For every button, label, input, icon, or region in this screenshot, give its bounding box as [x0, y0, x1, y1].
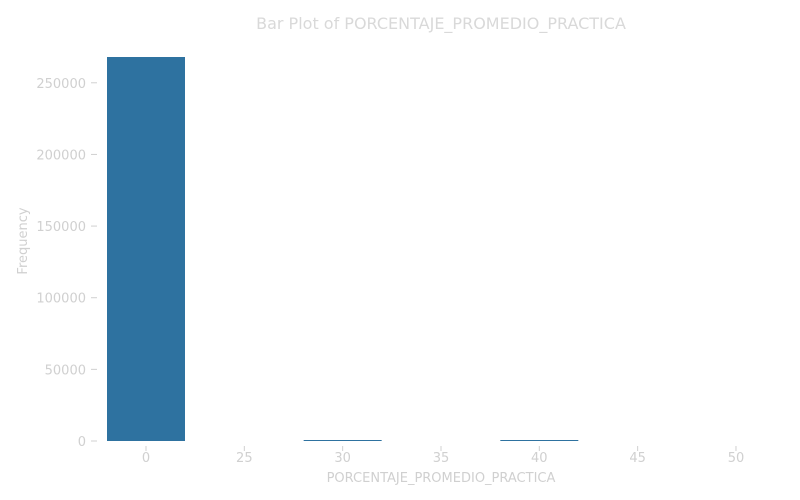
x-tick-label: 40: [531, 451, 548, 466]
y-tick-label: 100000: [36, 292, 86, 307]
x-tick-label: 30: [334, 451, 351, 466]
bar-40: [500, 440, 579, 441]
x-tick-label: 50: [728, 451, 745, 466]
x-tick-label: 0: [142, 451, 150, 466]
y-tick-label: 200000: [36, 148, 86, 163]
y-tick-label: 50000: [45, 363, 86, 378]
x-axis-label: PORCENTAJE_PROMEDIO_PRACTICA: [327, 471, 556, 486]
y-axis: 0 50000 100000 150000 200000 250000: [36, 77, 97, 450]
x-tick-label: 25: [236, 451, 253, 466]
y-tick-label: 150000: [36, 220, 86, 235]
x-tick-label: 45: [629, 451, 646, 466]
y-tick-label: 250000: [36, 77, 86, 92]
bar-0: [107, 57, 185, 441]
x-tick-label: 35: [433, 451, 450, 466]
chart-title: Bar Plot of PORCENTAJE_PROMEDIO_PRACTICA: [256, 14, 626, 34]
x-axis: 0 25 30 35 40 45 50: [142, 446, 744, 466]
y-axis-label: Frequency: [16, 207, 31, 274]
bars: [107, 57, 579, 441]
y-tick-label: 0: [78, 435, 86, 450]
bar-30: [303, 440, 382, 441]
